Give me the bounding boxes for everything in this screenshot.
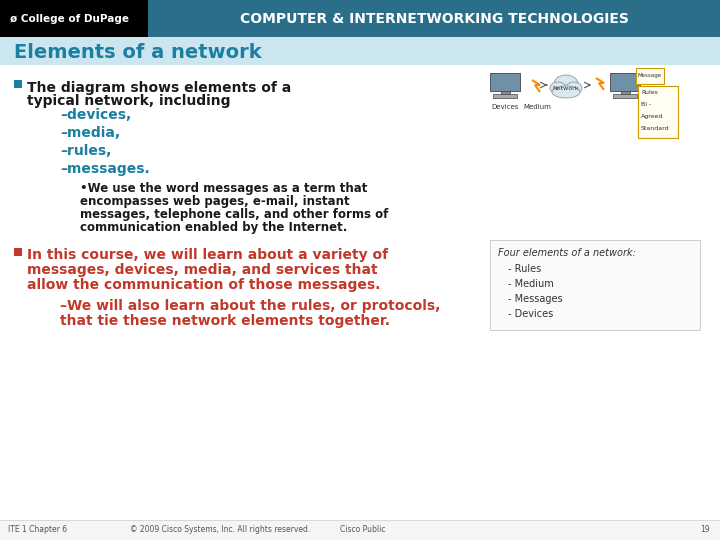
Text: messages, telephone calls, and other forms of: messages, telephone calls, and other for… <box>80 208 388 221</box>
Text: communication enabled by the Internet.: communication enabled by the Internet. <box>80 221 347 234</box>
Text: Network: Network <box>553 85 580 91</box>
Bar <box>14 248 22 256</box>
FancyBboxPatch shape <box>638 86 678 138</box>
Text: Message: Message <box>638 73 662 78</box>
Text: Medium: Medium <box>523 104 551 110</box>
Bar <box>621 91 629 94</box>
Ellipse shape <box>552 86 580 98</box>
Bar <box>14 80 22 88</box>
Text: –messages.: –messages. <box>60 162 150 176</box>
Ellipse shape <box>566 82 582 94</box>
Text: •We use the word messages as a term that: •We use the word messages as a term that <box>80 182 367 195</box>
Text: –media,: –media, <box>60 126 120 140</box>
Text: - Rules: - Rules <box>508 264 541 274</box>
Text: –We will also learn about the rules, or protocols,: –We will also learn about the rules, or … <box>60 299 441 313</box>
Bar <box>0 0 148 37</box>
Text: –devices,: –devices, <box>60 108 131 122</box>
Text: ITE 1 Chapter 6: ITE 1 Chapter 6 <box>8 525 67 535</box>
Text: encompasses web pages, e-mail, instant: encompasses web pages, e-mail, instant <box>80 195 350 208</box>
Bar <box>490 240 700 330</box>
Text: Devices: Devices <box>491 104 518 110</box>
Text: - Medium: - Medium <box>508 279 554 289</box>
Text: Agreed: Agreed <box>641 114 664 119</box>
Text: allow the communication of those messages.: allow the communication of those message… <box>27 278 380 292</box>
Bar <box>0 520 720 540</box>
Bar <box>148 0 720 37</box>
Text: Four elements of a network:: Four elements of a network: <box>498 248 636 258</box>
Text: 19: 19 <box>701 525 710 535</box>
Bar <box>610 73 640 91</box>
Bar <box>0 0 720 37</box>
Text: Rules: Rules <box>641 90 658 95</box>
Bar <box>490 73 520 91</box>
Text: The diagram shows elements of a: The diagram shows elements of a <box>27 81 292 95</box>
Text: that tie these network elements together.: that tie these network elements together… <box>60 314 390 328</box>
Text: –rules,: –rules, <box>60 144 112 158</box>
Bar <box>500 91 510 94</box>
Text: typical network, including: typical network, including <box>27 94 230 108</box>
Bar <box>493 94 517 98</box>
Ellipse shape <box>554 75 578 93</box>
Text: COMPUTER & INTERNETWORKING TECHNOLOGIES: COMPUTER & INTERNETWORKING TECHNOLOGIES <box>240 12 629 26</box>
Text: - Devices: - Devices <box>508 309 553 319</box>
FancyBboxPatch shape <box>636 68 664 84</box>
Bar <box>0 37 720 65</box>
Text: Standard: Standard <box>641 126 670 131</box>
Text: Elements of a network: Elements of a network <box>14 44 261 63</box>
Ellipse shape <box>550 82 566 94</box>
Text: Bi -: Bi - <box>641 102 652 107</box>
Text: - Messages: - Messages <box>508 294 562 304</box>
Bar <box>613 94 637 98</box>
Text: © 2009 Cisco Systems, Inc. All rights reserved.: © 2009 Cisco Systems, Inc. All rights re… <box>130 525 310 535</box>
Text: messages, devices, media, and services that: messages, devices, media, and services t… <box>27 263 377 277</box>
Text: ø College of DuPage: ø College of DuPage <box>10 14 129 24</box>
Text: Cisco Public: Cisco Public <box>340 525 385 535</box>
Text: In this course, we will learn about a variety of: In this course, we will learn about a va… <box>27 248 388 262</box>
